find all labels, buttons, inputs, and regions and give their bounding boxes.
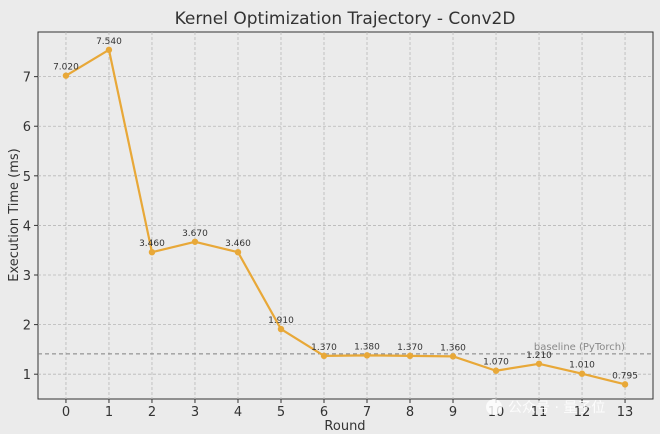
x-tick-label: 12 — [574, 405, 591, 420]
data-point — [535, 360, 543, 367]
watermark: 公众号 · 量子位 — [486, 399, 605, 416]
chart-title: Kernel Optimization Trajectory - Conv2D — [175, 9, 516, 29]
x-tick-label: 2 — [148, 405, 156, 420]
data-point — [406, 352, 414, 360]
x-tick-label: 6 — [320, 405, 328, 420]
data-point — [191, 238, 199, 245]
data-label: 7.020 — [53, 63, 79, 73]
x-tick-label: 4 — [234, 405, 242, 420]
y-tick-label: 6 — [23, 120, 31, 135]
watermark-text: 公众号 · 量子位 — [508, 400, 605, 416]
data-label: 7.540 — [96, 37, 122, 47]
series-line — [65, 48, 626, 386]
baseline: baseline (PyTorch) — [38, 342, 653, 355]
data-label: 3.460 — [225, 239, 251, 249]
plot-area — [37, 31, 654, 400]
data-point — [62, 72, 70, 79]
baseline-label: baseline (PyTorch) — [534, 342, 625, 353]
grid — [38, 32, 653, 399]
data-label: 1.380 — [354, 342, 380, 352]
data-label: 1.370 — [311, 343, 337, 353]
y-tick-label: 3 — [23, 269, 31, 284]
y-tick-label: 5 — [23, 170, 31, 185]
data-point — [363, 352, 371, 359]
data-point — [449, 353, 457, 360]
data-point — [148, 249, 156, 256]
data-point — [492, 367, 500, 374]
data-label: 1.010 — [569, 361, 595, 371]
data-label: 1.910 — [268, 316, 294, 326]
y-tick-label: 2 — [23, 319, 31, 334]
x-tick-label: 8 — [406, 405, 414, 420]
y-tick-label: 7 — [23, 71, 31, 86]
x-tick-label: 7 — [363, 405, 371, 420]
data-points — [62, 46, 629, 388]
data-label: 3.460 — [139, 239, 165, 249]
x-tick-label: 5 — [277, 405, 285, 420]
x-tick-label: 1 — [105, 405, 113, 420]
data-label: 1.210 — [526, 351, 552, 361]
y-axis-label: Execution Time (ms) — [7, 148, 22, 281]
x-tick-label: 13 — [617, 405, 634, 420]
data-labels: 7.020 7.540 3.460 3.670 3.460 1.910 1.370 1.380… — [53, 37, 638, 382]
data-point — [320, 352, 328, 360]
data-point — [578, 370, 586, 377]
y-tick-label: 1 — [23, 368, 31, 383]
x-axis-label: Round — [324, 419, 365, 434]
data-point — [234, 249, 242, 256]
data-label: 0.795 — [612, 371, 638, 381]
y-axis-ticks: 1 2 3 4 5 6 7 — [23, 71, 38, 383]
data-label: 1.070 — [483, 358, 509, 368]
x-tick-label: 9 — [449, 405, 457, 420]
x-tick-label: 11 — [531, 405, 548, 420]
x-tick-label: 3 — [191, 405, 199, 420]
x-tick-label: 0 — [62, 405, 70, 420]
data-point — [105, 46, 113, 54]
data-point — [621, 381, 629, 388]
wechat-icon — [486, 399, 502, 415]
data-point — [277, 325, 285, 333]
data-label: 1.360 — [440, 343, 466, 353]
data-label: 1.370 — [397, 343, 423, 353]
series-polyline — [65, 48, 626, 386]
y-tick-label: 4 — [23, 219, 31, 234]
data-label: 3.670 — [182, 229, 208, 239]
